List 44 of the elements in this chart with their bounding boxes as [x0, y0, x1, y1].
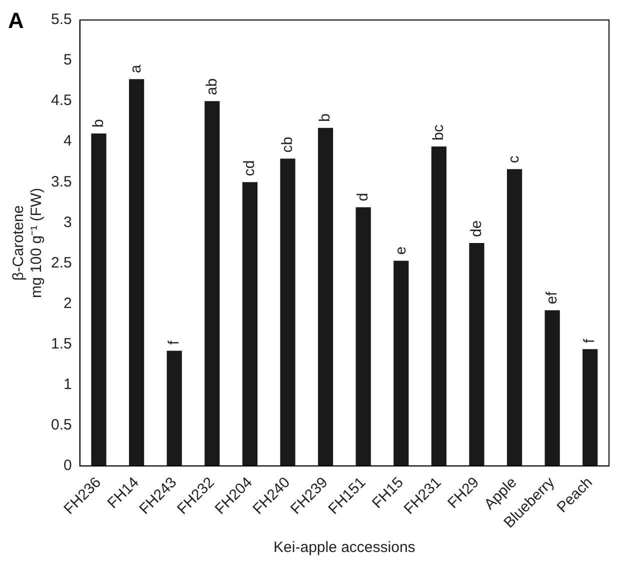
data-label: c: [506, 155, 523, 164]
y-tick-label: 1.5: [50, 335, 72, 352]
bar: [166, 350, 182, 466]
y-tick-label: 2: [64, 294, 72, 312]
bar: [318, 128, 334, 466]
y-tick-label: 0: [64, 457, 72, 474]
bar: [280, 158, 296, 466]
bar: [506, 169, 522, 466]
data-label: cb: [278, 136, 296, 153]
bar: [544, 310, 560, 466]
bar: [582, 349, 598, 466]
bar: [469, 242, 484, 466]
data-label: b: [90, 119, 107, 128]
y-tick-label: 3: [64, 214, 72, 231]
data-label: cd: [241, 160, 258, 176]
text: A: [8, 8, 24, 34]
data-label: f: [165, 340, 182, 345]
bar: [91, 133, 106, 466]
data-label: f: [581, 338, 598, 344]
y-tick-label: 4.5: [50, 92, 72, 110]
y-tick-label: 5.5: [50, 11, 72, 28]
y-tick-label: 0.5: [50, 416, 72, 434]
data-label: e: [392, 246, 410, 255]
y-tick-label: 1: [64, 376, 72, 393]
x-axis-title: Kei-apple accessions: [274, 539, 416, 556]
y-tick-label: 2.5: [50, 254, 72, 272]
y-tick-label: 5: [64, 52, 72, 69]
bar: [242, 182, 258, 466]
data-label: d: [354, 192, 372, 202]
bar: [356, 207, 371, 466]
data-label: ab: [203, 78, 220, 96]
data-label: ef: [543, 290, 560, 304]
data-label: a: [128, 64, 145, 74]
bar: [128, 79, 144, 466]
bar: [431, 146, 446, 466]
text: β-Carotene: [10, 205, 28, 281]
data-label: de: [468, 220, 485, 237]
data-label: bc: [430, 124, 448, 140]
bar: [204, 101, 220, 466]
data-label: b: [316, 113, 334, 122]
text: mg 100 g⁻¹ (FW): [28, 188, 46, 298]
bar: [394, 260, 409, 466]
y-tick-label: 3.5: [50, 173, 72, 190]
y-tick-label: 4: [64, 132, 72, 150]
